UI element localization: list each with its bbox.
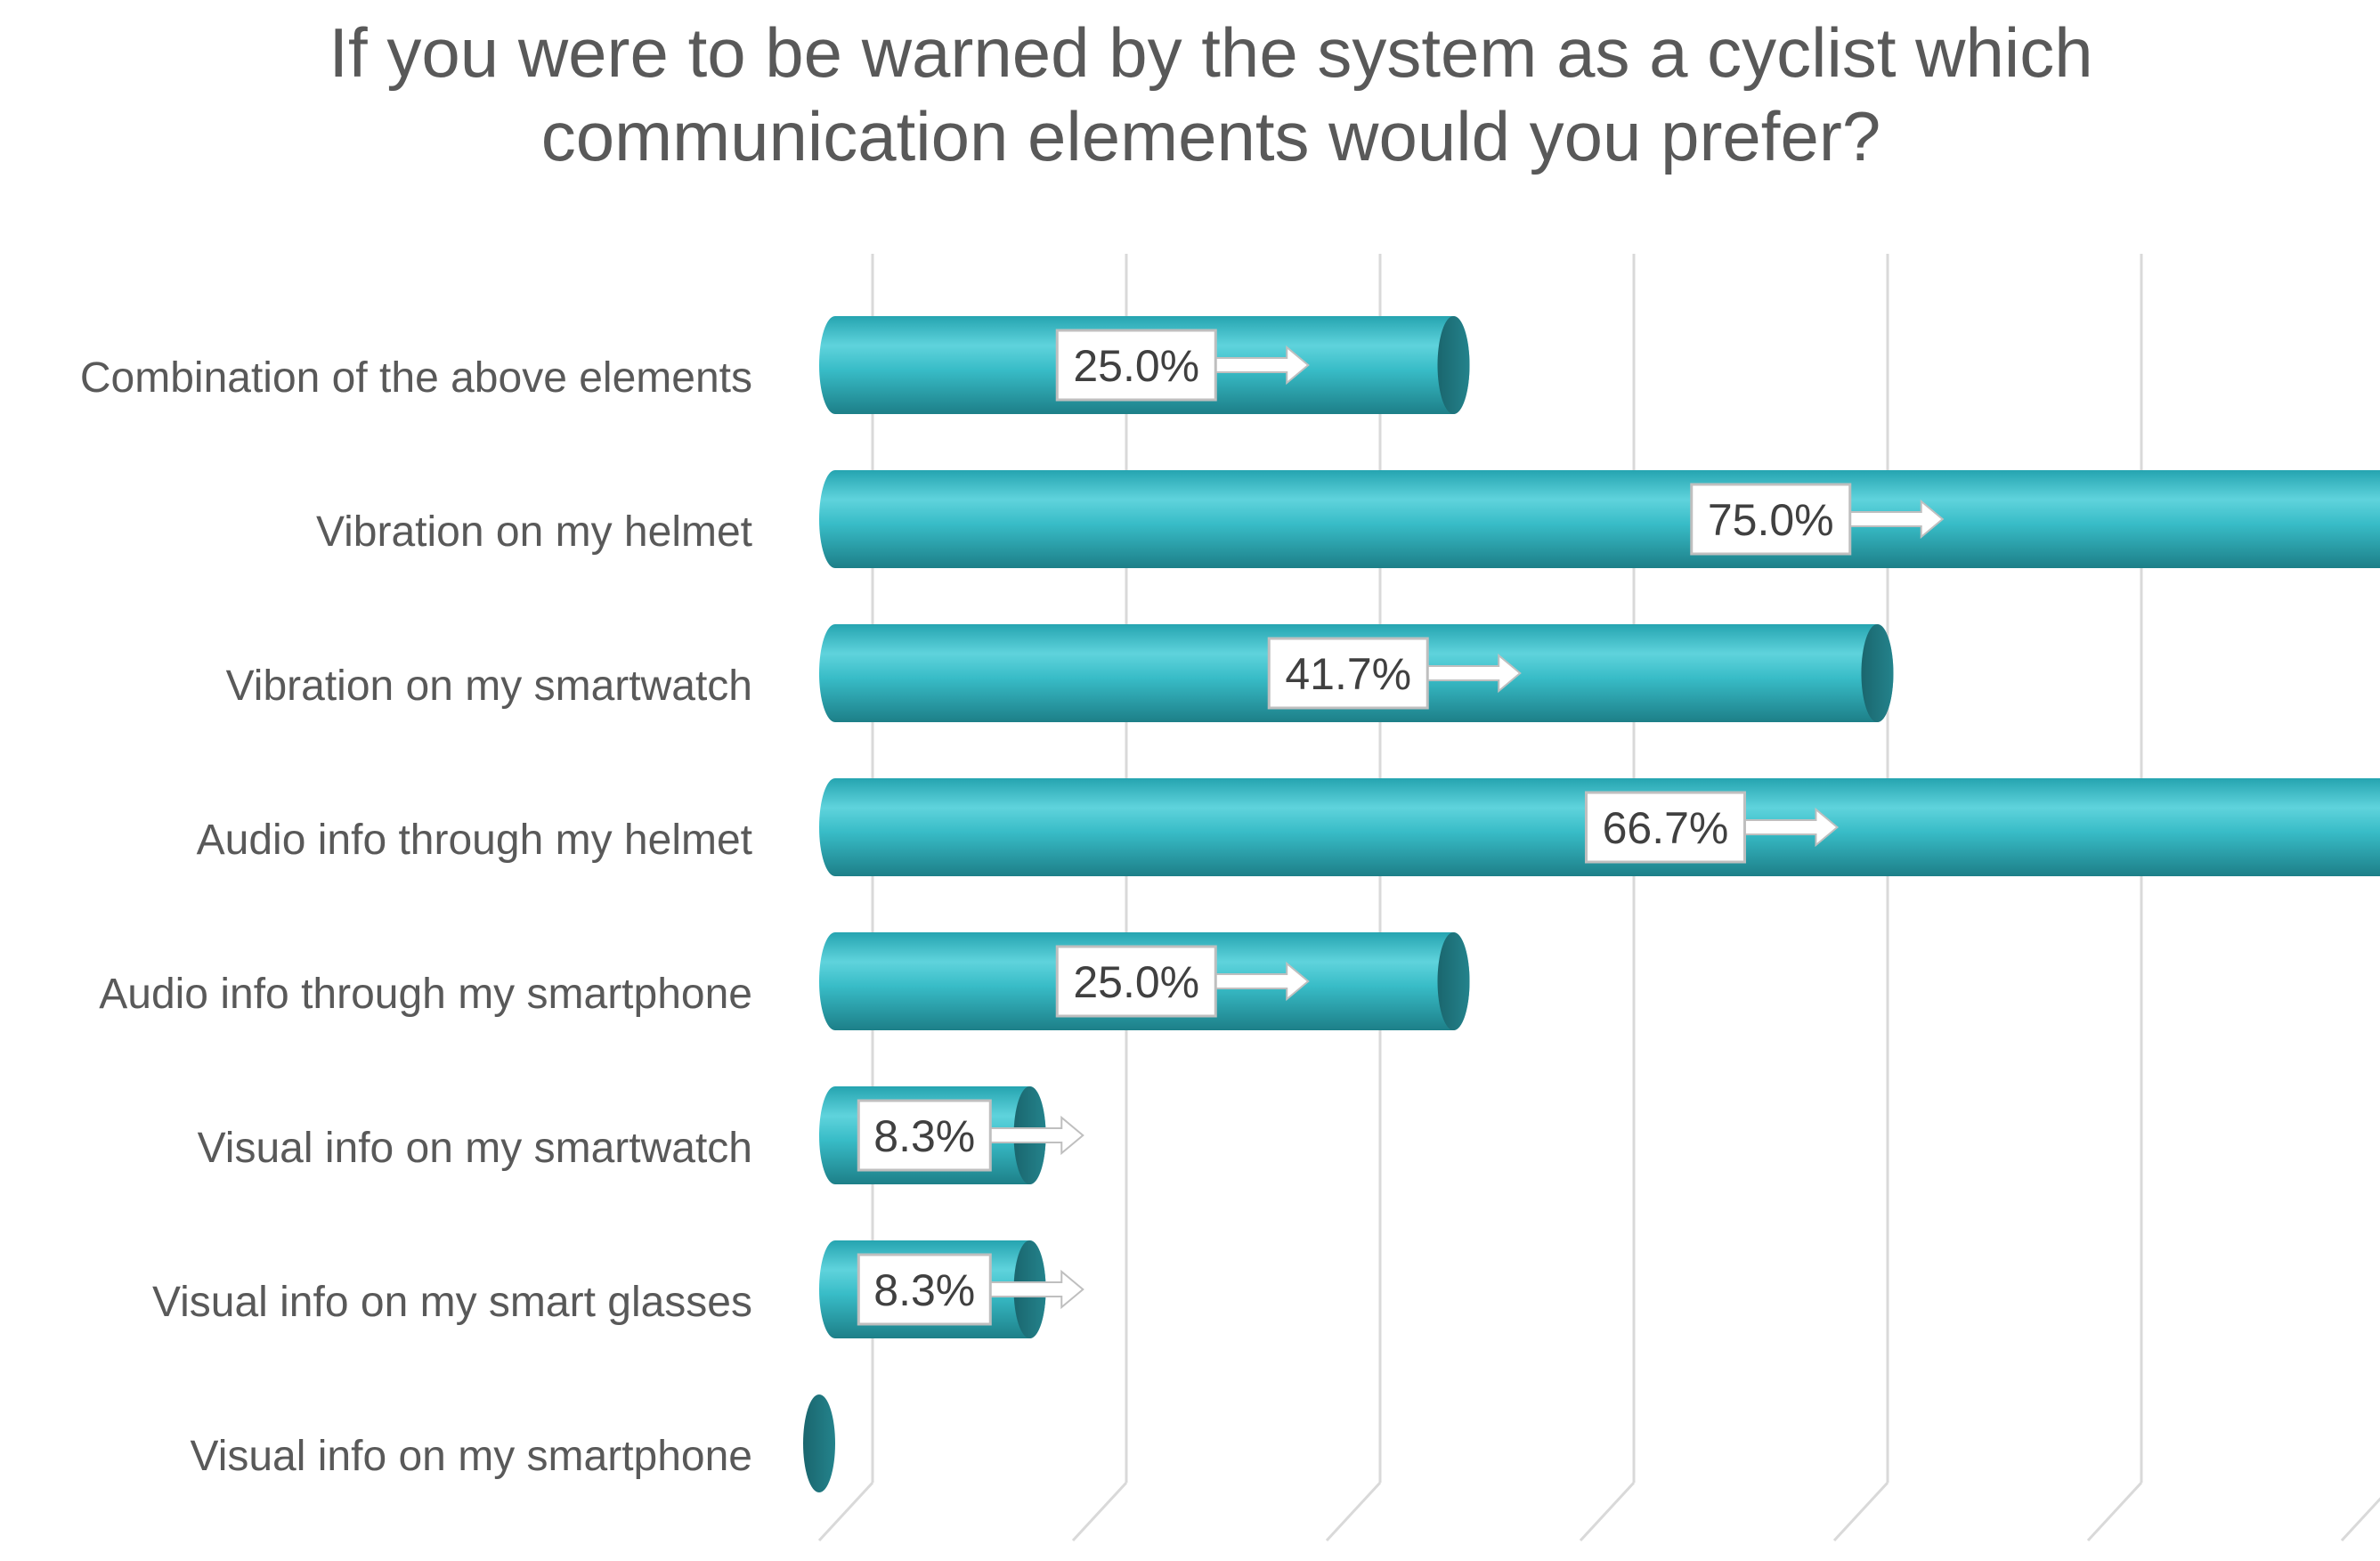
arrow-right-icon <box>1211 961 1310 1002</box>
gridline-floor <box>2086 1481 2143 1542</box>
data-label-box <box>1055 945 1217 1018</box>
gridline-floor <box>1071 1481 1128 1542</box>
gridline-floor <box>1325 1481 1382 1542</box>
bar-cap <box>1437 316 1470 414</box>
category-label: Audio info through my smartphone <box>99 971 752 1018</box>
data-label: 8.3% <box>857 1253 1084 1326</box>
gridline-floor <box>817 1481 874 1542</box>
category-label: Visual info on my smartwatch <box>198 1125 752 1172</box>
data-label: 66.7% <box>1584 791 1840 864</box>
bar-cap <box>803 1394 835 1492</box>
gridlines <box>817 254 2380 1542</box>
data-label: 41.7% <box>1267 637 1522 710</box>
arrow-right-icon <box>1423 653 1522 694</box>
bar-cap <box>1861 624 1894 722</box>
data-label-text: 25.0% <box>1073 957 1199 1007</box>
arrow-right-icon <box>1740 807 1840 848</box>
category-labels: Combination of the above elements Vibrati… <box>80 354 752 1480</box>
data-label-box <box>1267 637 1429 710</box>
bar-cap <box>1437 932 1470 1030</box>
category-label: Visual info on my smart glasses <box>152 1279 752 1326</box>
data-label-text: 41.7% <box>1285 649 1411 699</box>
bars <box>803 316 2380 1492</box>
data-label-text: 25.0% <box>1073 341 1199 391</box>
category-label: Combination of the above elements <box>80 354 752 402</box>
data-label-text: 8.3% <box>873 1111 975 1161</box>
data-label-box <box>857 1099 992 1172</box>
category-label: Vibration on my helmet <box>316 508 752 556</box>
data-label: 8.3% <box>857 1099 1084 1172</box>
chart-title: If you were to be warned by the system a… <box>0 11 2380 178</box>
gridline-floor <box>2340 1497 2380 1542</box>
chart-title-line-1: If you were to be warned by the system a… <box>329 13 2093 92</box>
data-label-box <box>1690 483 1852 556</box>
arrow-right-icon <box>986 1269 1084 1310</box>
category-label: Audio info through my helmet <box>197 817 752 864</box>
data-label-box <box>1055 329 1217 402</box>
data-labels: 25.0% 75.0% 41.7% 66.7% 25.0% 8.3% 8.3% <box>857 329 1945 1326</box>
category-label: Visual info on my smartphone <box>191 1433 752 1480</box>
bar-body <box>819 470 2380 568</box>
arrow-right-icon <box>1211 345 1310 386</box>
data-label-text: 75.0% <box>1708 495 1834 545</box>
bar <box>803 1394 835 1492</box>
arrow-right-icon <box>986 1115 1084 1156</box>
gridline-floor <box>1832 1481 1889 1542</box>
data-label-text: 8.3% <box>873 1265 975 1315</box>
data-label-box <box>1584 791 1746 864</box>
category-label: Vibration on my smartwatch <box>226 663 752 710</box>
bar <box>819 470 2380 568</box>
data-label: 75.0% <box>1690 483 1945 556</box>
gridline-floor <box>1579 1481 1636 1542</box>
data-label: 25.0% <box>1055 945 1310 1018</box>
data-label: 25.0% <box>1055 329 1310 402</box>
chart-title-line-2: communication elements would you prefer? <box>540 97 1881 175</box>
data-label-box <box>857 1253 992 1326</box>
data-label-text: 66.7% <box>1603 803 1729 853</box>
arrow-right-icon <box>1845 499 1945 540</box>
